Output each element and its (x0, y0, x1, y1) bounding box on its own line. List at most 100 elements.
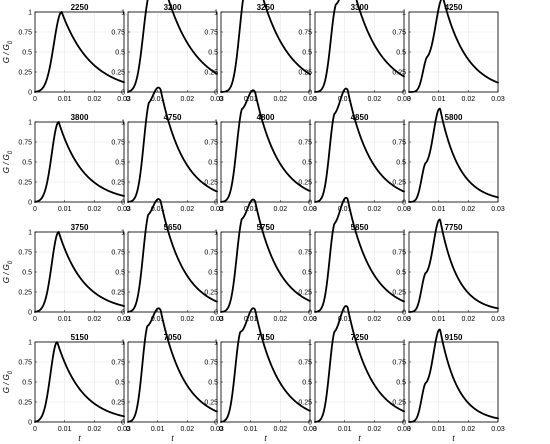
plot-frame (314, 231, 405, 313)
plot-frame (34, 121, 125, 203)
x-tick-label: 0.03 (491, 426, 505, 433)
x-tick-label: 0.03 (210, 96, 224, 103)
x-tick-label: 0.02 (181, 206, 195, 213)
x-tick-label: 0.01 (58, 426, 72, 433)
x-tick-label: 0.01 (338, 206, 352, 213)
y-tick-label: 0.75 (204, 360, 218, 367)
plot-frame (408, 231, 499, 313)
panel-title: 4750 (164, 113, 182, 122)
series-line (314, 87, 405, 203)
y-tick-label: 0.25 (111, 180, 125, 187)
x-tick-label: 0.01 (244, 206, 258, 213)
x-tick-label: 0.02 (368, 426, 382, 433)
y-axis-label: G / G0 (2, 260, 14, 283)
y-tick-label: 0.5 (208, 380, 218, 387)
series-line (127, 198, 218, 313)
x-tick-label: 0.02 (368, 316, 382, 323)
x-axis-label: t (358, 434, 361, 443)
y-tick-label: 0 (308, 420, 312, 427)
plot-frame (408, 11, 499, 93)
y-tick-label: 0.25 (392, 180, 406, 187)
y-tick-label: 0.5 (22, 160, 32, 167)
y-tick-label: 0.5 (115, 50, 125, 57)
y-tick-label: 0.25 (204, 290, 218, 297)
x-tick-label: 0.03 (491, 96, 505, 103)
x-tick-label: 0.03 (210, 316, 224, 323)
y-tick-label: 0.5 (302, 160, 312, 167)
y-tick-label: 0.5 (302, 50, 312, 57)
x-tick-label: 0.03 (397, 206, 411, 213)
y-tick-label: 0.75 (392, 140, 406, 147)
y-tick-label: 0.25 (392, 70, 406, 77)
series-line (220, 198, 311, 313)
plot-frame (34, 231, 125, 313)
y-tick-label: 0 (121, 420, 125, 427)
y-tick-label: 0.5 (208, 50, 218, 57)
x-tick-label: 0.03 (303, 316, 317, 323)
panel-title: 9150 (445, 333, 463, 342)
y-axis-label-text: G / G (2, 264, 11, 283)
panel-title: 4250 (445, 3, 463, 12)
y-tick-label: 0 (214, 90, 218, 97)
x-tick-label: 0.03 (303, 426, 317, 433)
y-tick-label: 0.25 (392, 290, 406, 297)
series-line (127, 86, 218, 203)
y-tick-label: 1 (402, 230, 406, 237)
series-line (34, 121, 125, 203)
x-tick-label: 0.02 (181, 426, 195, 433)
y-tick-label: 0 (214, 200, 218, 207)
x-tick-label: 0 (313, 316, 317, 323)
y-tick-label: 0.25 (18, 70, 32, 77)
plot-frame (314, 341, 405, 423)
y-tick-label: 0.25 (18, 400, 32, 407)
y-axis-label-text: G / G (2, 154, 11, 173)
plot-frame (127, 231, 218, 313)
x-tick-label: 0.02 (462, 96, 476, 103)
y-tick-label: 1 (28, 230, 32, 237)
x-tick-label: 0.01 (151, 316, 165, 323)
panel-title: 3200 (164, 3, 182, 12)
y-tick-label: 0.75 (18, 250, 32, 257)
y-tick-label: 0.75 (392, 250, 406, 257)
plot-frame (220, 121, 311, 203)
x-tick-label: 0.02 (88, 426, 102, 433)
series-line (220, 0, 311, 93)
x-tick-label: 0.03 (397, 426, 411, 433)
y-tick-label: 0 (121, 90, 125, 97)
y-tick-label: 1 (121, 10, 125, 17)
y-tick-label: 1 (402, 10, 406, 17)
y-tick-label: 0.75 (298, 250, 312, 257)
y-tick-label: 0.75 (204, 30, 218, 37)
y-tick-label: 0.25 (298, 290, 312, 297)
y-tick-label: 0 (402, 420, 406, 427)
series-line (34, 341, 125, 423)
y-tick-label: 1 (308, 230, 312, 237)
x-tick-label: 0.03 (491, 316, 505, 323)
y-tick-label: 0.75 (298, 140, 312, 147)
y-axis-label: G / G0 (2, 150, 14, 173)
series-line (220, 307, 311, 423)
y-tick-label: 0.5 (208, 160, 218, 167)
y-tick-label: 0.5 (22, 380, 32, 387)
plot-frame (34, 11, 125, 93)
y-tick-label: 0.5 (115, 160, 125, 167)
y-axis-label-text: G / G (2, 374, 11, 393)
y-tick-label: 0.25 (204, 400, 218, 407)
y-tick-label: 0.75 (111, 250, 125, 257)
y-tick-label: 0.5 (396, 380, 406, 387)
y-tick-label: 0.5 (22, 50, 32, 57)
y-tick-label: 0.75 (392, 30, 406, 37)
panel-title: 5850 (351, 223, 369, 232)
series-line (408, 107, 499, 203)
x-tick-label: 0 (33, 96, 37, 103)
x-axis-label: t (78, 434, 81, 443)
